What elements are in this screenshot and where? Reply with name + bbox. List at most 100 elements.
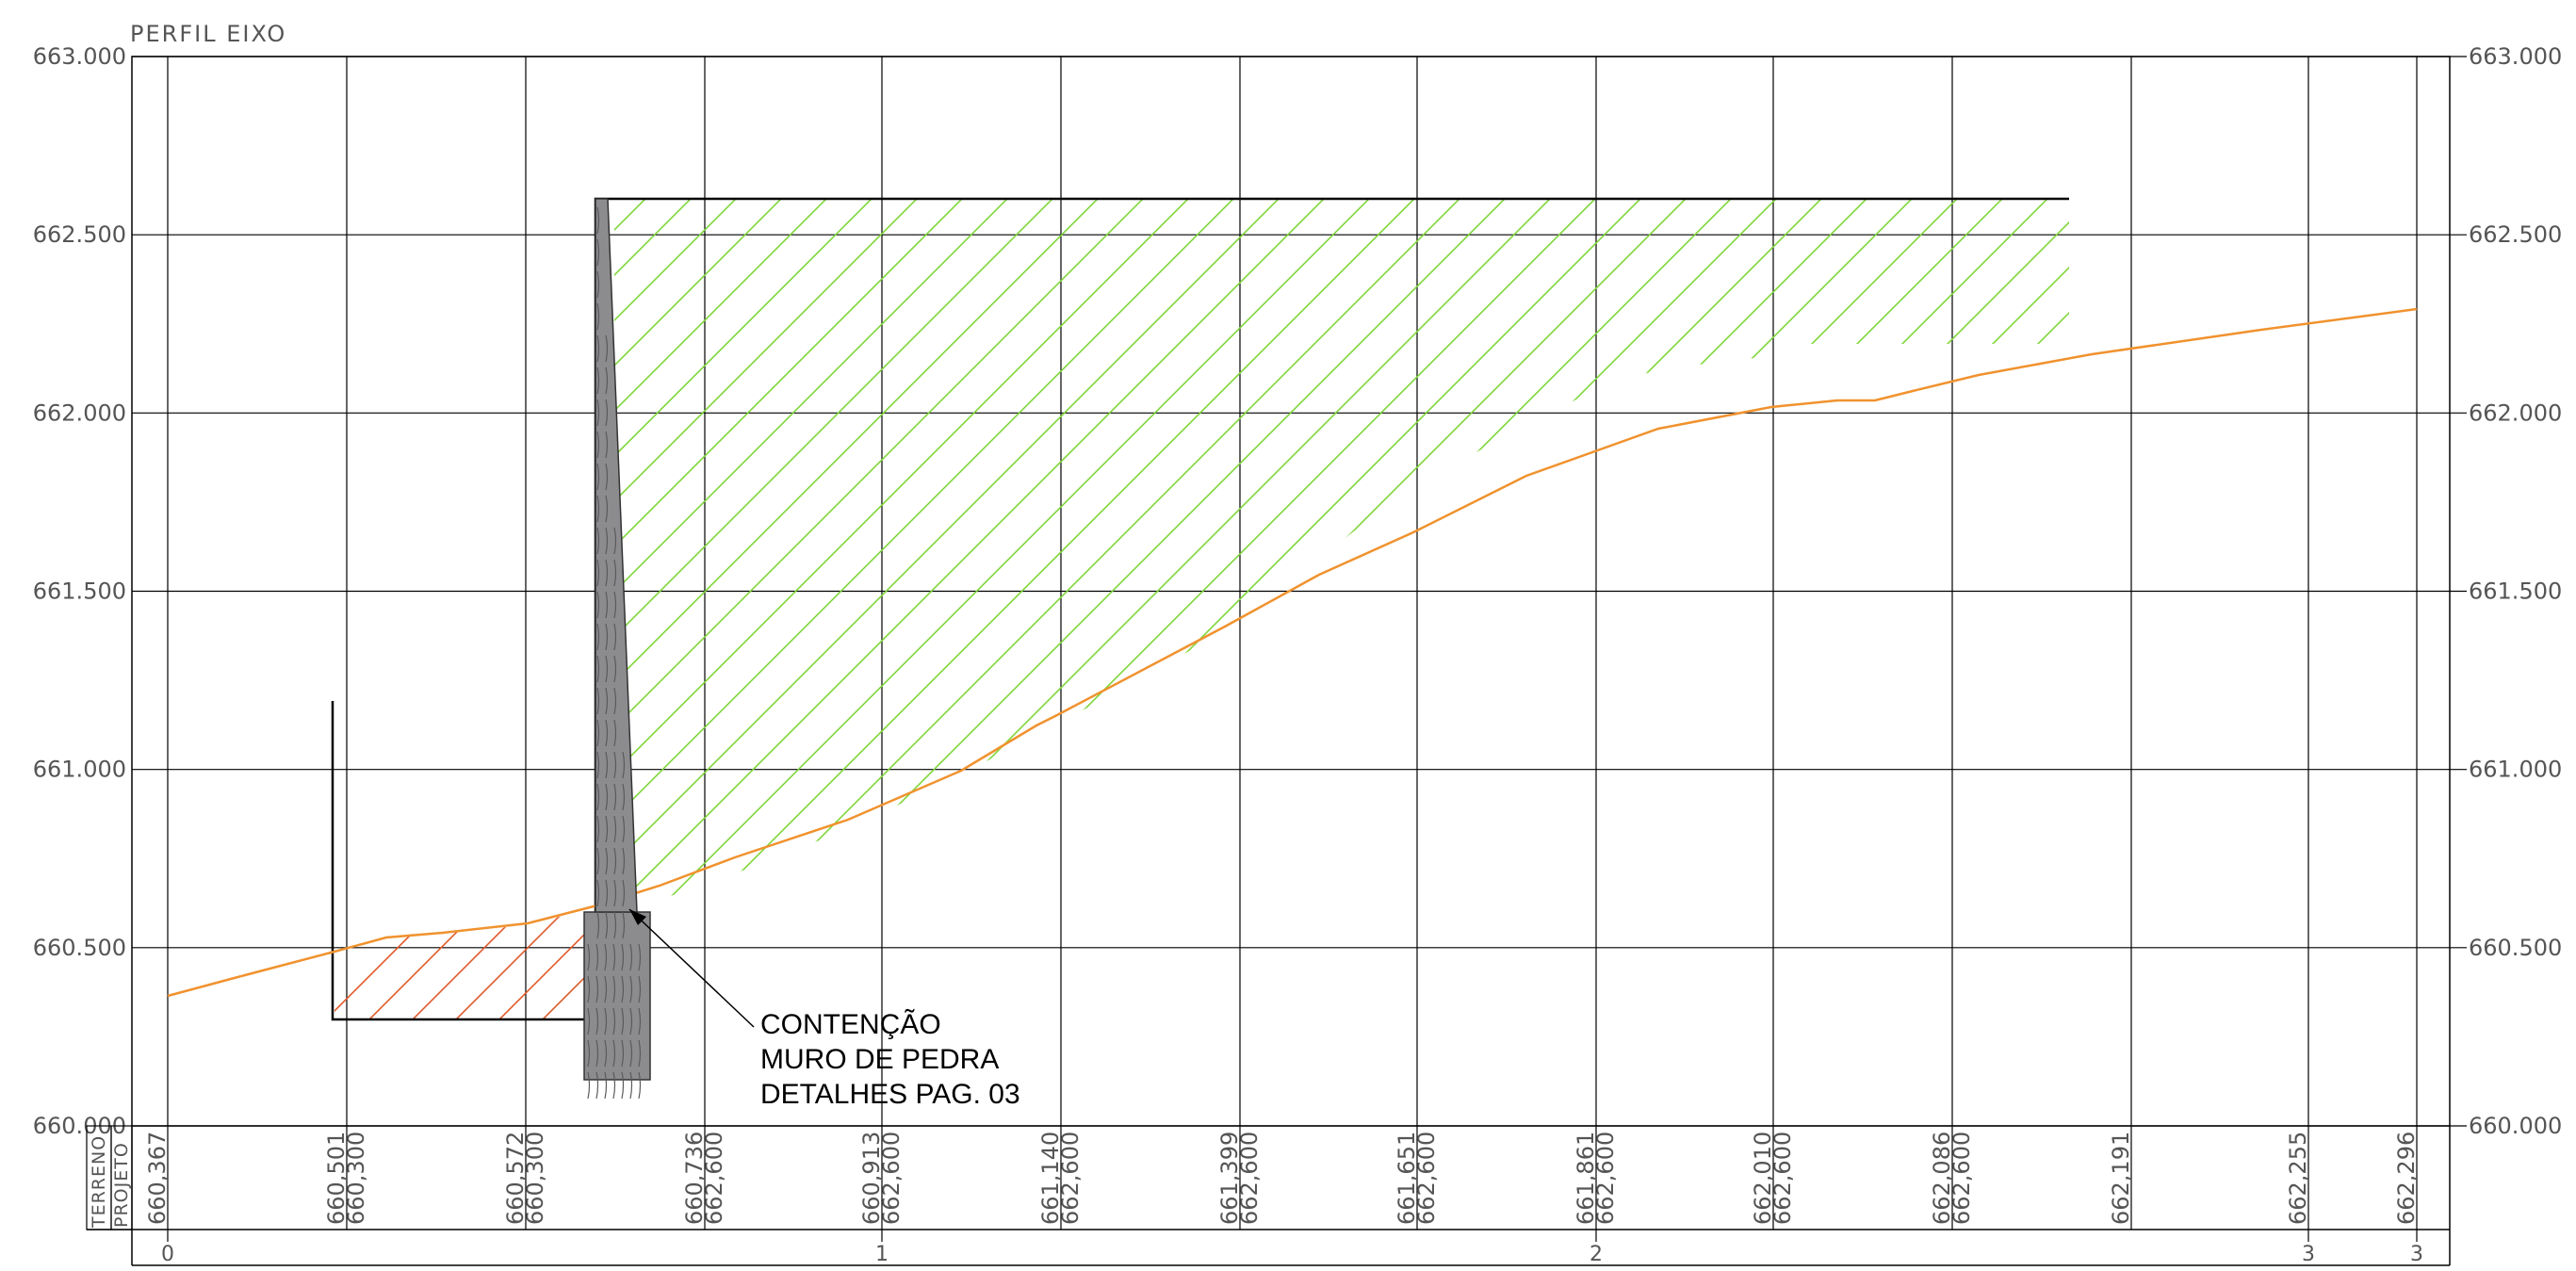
fill-hatch-line	[1122, 199, 1878, 912]
stone-mark	[596, 399, 600, 427]
stone-mark	[622, 879, 626, 907]
stone-mark	[621, 1071, 625, 1100]
stone-texture	[587, 206, 642, 1100]
stone-mark	[622, 847, 626, 875]
stone-mark	[629, 943, 633, 971]
stone-mark	[596, 911, 600, 939]
stone-mark	[613, 559, 617, 587]
stone-mark	[605, 911, 609, 939]
fill-hatch-line	[614, 199, 1290, 912]
projeto-value: 662,600	[878, 1132, 905, 1225]
stone-mark	[613, 623, 617, 651]
station-label: 0	[161, 1243, 174, 1266]
wall-stem	[595, 198, 638, 913]
stone-mark	[613, 655, 617, 683]
stone-mark	[605, 815, 609, 843]
station-label: 1	[875, 1243, 889, 1266]
terreno-value: 661,861	[1573, 1132, 1599, 1225]
terrain-line	[167, 307, 2418, 998]
fill-hatch-line	[1258, 199, 2014, 912]
y-tick-label-right: 663.000	[2469, 43, 2562, 70]
fill-hatch-line	[2073, 188, 2576, 942]
stone-mark	[596, 270, 600, 299]
fill-hatch-line	[1891, 199, 2069, 912]
fill-hatch-line	[2389, 188, 2576, 942]
projeto-value: 662,600	[1413, 1132, 1440, 1225]
fill-hatch-line	[1981, 199, 2069, 912]
fill-hatch-line	[2344, 188, 2576, 942]
fill-hatch-line	[1755, 199, 2069, 912]
fill-hatch-line	[0, 188, 565, 942]
stone-mark	[612, 1007, 616, 1035]
stone-mark	[621, 975, 625, 1003]
y-tick-label-left: 661.500	[33, 578, 126, 605]
stone-mark	[613, 879, 617, 907]
stone-mark	[605, 334, 609, 363]
projeto-value: 662,600	[1592, 1132, 1619, 1225]
terreno-value: 662,296	[2393, 1132, 2420, 1225]
stone-mark	[605, 751, 609, 779]
fill-hatch-line	[1439, 199, 2069, 912]
stone-mark	[612, 1039, 616, 1067]
y-tick-label-right: 660.500	[2469, 935, 2562, 961]
fill-hatch-line	[1665, 199, 2069, 912]
fill-hatch-line	[1484, 199, 2069, 912]
fill-hatch-line	[1936, 199, 2069, 912]
projeto-value: 662,600	[1948, 1132, 1975, 1225]
stone-mark	[596, 527, 600, 555]
projeto-value: 662,600	[1057, 1132, 1084, 1225]
stone-mark	[612, 1071, 616, 1100]
stone-mark	[638, 943, 642, 971]
station-label: 2	[1590, 1243, 1603, 1266]
row-label-projeto: PROJETO	[111, 1142, 132, 1228]
stone-mark	[613, 751, 617, 779]
fill-hatch-line	[1710, 199, 2069, 912]
stone-mark	[596, 655, 600, 683]
fill-hatch	[0, 188, 2576, 942]
stone-mark	[596, 463, 600, 491]
fill-hatch-line	[941, 199, 1697, 912]
stone-mark	[587, 943, 591, 971]
fill-hatch-line	[0, 188, 611, 942]
fill-hatch-line	[614, 199, 883, 912]
stone-mark	[587, 1071, 591, 1100]
stone-mark	[638, 1071, 642, 1100]
stone-mark	[596, 687, 600, 715]
stone-mark	[604, 943, 608, 971]
terreno-value: 660,736	[681, 1132, 708, 1225]
stone-mark	[638, 1007, 642, 1035]
terreno-value: 661,651	[1394, 1132, 1420, 1225]
stone-wall	[583, 198, 651, 1100]
terreno-value: 660,367	[144, 1132, 171, 1225]
terreno-value: 662,086	[1929, 1132, 1955, 1225]
stone-mark	[613, 591, 617, 619]
y-axis-right: 663.000 662.500 662.000 661.500 661.000 660.5…	[2469, 43, 2562, 1139]
cut-hatch-line	[404, 907, 538, 1019]
stone-mark	[613, 687, 617, 715]
stone-mark	[587, 975, 591, 1003]
y-tick-label-left: 660.500	[33, 935, 126, 961]
stone-mark	[612, 975, 616, 1003]
y-tick-label-right: 662.500	[2469, 221, 2562, 248]
stone-mark	[638, 1039, 642, 1067]
fill-hatch-line	[614, 199, 1019, 912]
annotation-line-3: DETALHES PAG. 03	[760, 1079, 1020, 1110]
fill-hatch-line	[2163, 188, 2576, 942]
fill-hatch-line	[614, 199, 973, 912]
stone-mark	[629, 1039, 633, 1067]
stone-mark	[605, 719, 609, 747]
stone-mark	[596, 719, 600, 747]
stone-mark	[596, 783, 600, 811]
fill-hatch-line	[670, 199, 1426, 912]
stone-mark	[587, 1007, 591, 1035]
stone-mark	[596, 879, 600, 907]
stone-mark	[638, 975, 642, 1003]
vertical-gridlines	[167, 57, 2418, 1230]
cut-hatch-line	[334, 907, 451, 1019]
y-tick-label-right: 662.000	[2469, 399, 2562, 426]
stone-mark	[604, 1071, 608, 1100]
fill-hatch-line	[614, 199, 1199, 912]
stone-mark	[596, 623, 600, 651]
fill-hatch-line	[614, 199, 747, 912]
